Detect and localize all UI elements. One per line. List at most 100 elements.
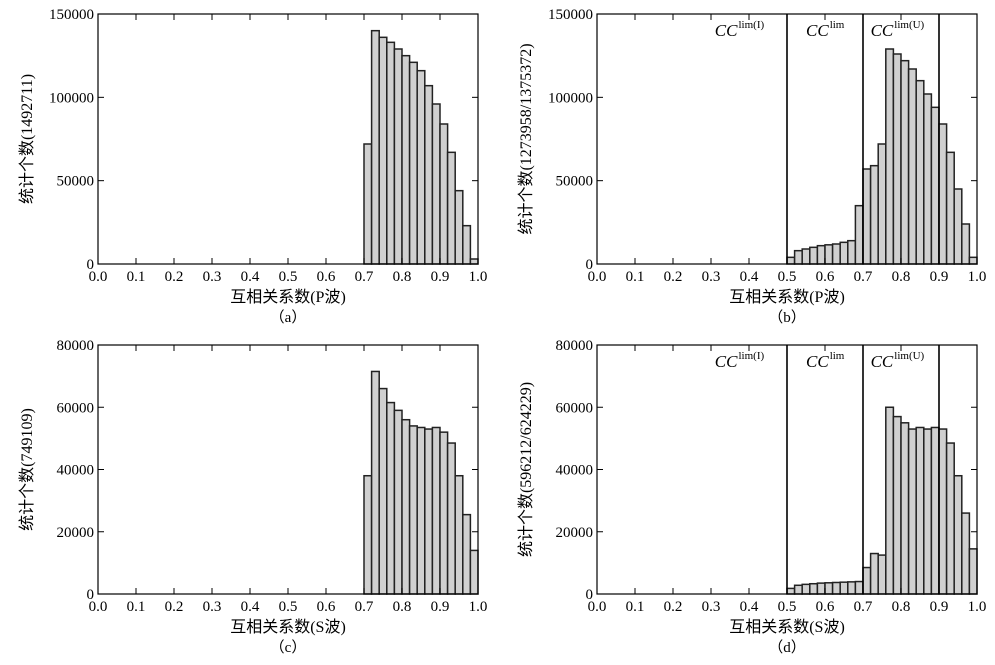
x-tick-label: 0.9 [431, 599, 450, 615]
x-axis-label: 互相关系数(S波) [729, 618, 845, 636]
histogram-bar [915, 426, 925, 595]
histogram-bar [885, 406, 895, 595]
histogram-bar [831, 243, 841, 265]
histogram-bar [831, 581, 841, 595]
histogram-bar [469, 258, 479, 265]
histogram-bar [454, 189, 464, 265]
x-axis-label: 互相关系数(P波) [230, 288, 346, 306]
chart-panel-b: 0.0 0.1 0.2 0.3 0.4 0.5 0.6 0.7 0.8 0.9 1.0 0 50000 1… [517, 7, 986, 326]
x-tick-label: 0.4 [241, 599, 260, 615]
histogram-bar [862, 168, 872, 265]
y-axis-label: 统计个数(1273958/1375372) [517, 43, 535, 234]
annotation-superscript: lim(U) [894, 19, 924, 31]
histogram-bar [363, 474, 373, 595]
threshold-annotation: CClim(U) [871, 19, 925, 40]
annotation-superscript: lim(U) [894, 350, 924, 362]
chart-panel-d: 0.0 0.1 0.2 0.3 0.4 0.5 0.6 0.7 0.8 0.9 1.0 0 20000 4… [517, 338, 986, 656]
annotation-superscript: lim(I) [738, 19, 764, 31]
y-tick-label: 50000 [57, 174, 95, 190]
histogram-bar [923, 93, 933, 265]
histogram-bar [363, 143, 373, 265]
histogram-bar [801, 248, 811, 265]
histogram-bar [386, 401, 396, 595]
x-tick-label: 0.8 [393, 599, 412, 615]
histogram-bar [386, 41, 396, 265]
x-tick-label: 0.0 [89, 269, 108, 285]
y-tick-label: 80000 [57, 338, 95, 354]
histogram-bar [793, 249, 803, 265]
chart-panel-a: 0.0 0.1 0.2 0.3 0.4 0.5 0.6 0.7 0.8 0.9 1.0 0 50000 1… [18, 7, 487, 326]
x-tick-label: 0.9 [930, 269, 949, 285]
histogram-bar [370, 370, 380, 595]
y-tick-label: 100000 [548, 90, 593, 106]
y-tick-label: 40000 [556, 463, 594, 479]
histogram-bar [416, 69, 426, 265]
histogram-bar [424, 428, 434, 595]
histogram-bar [786, 256, 796, 265]
annotation-base: CC [871, 21, 894, 40]
x-tick-label: 0.5 [279, 599, 298, 615]
y-tick-label: 150000 [49, 7, 94, 23]
x-axis-label: 互相关系数(P波) [729, 288, 845, 306]
x-tick-label: 0.0 [89, 599, 108, 615]
histogram-bar [961, 223, 971, 265]
histogram-bar [968, 256, 978, 265]
histogram-bar [885, 48, 895, 265]
x-tick-label: 0.5 [778, 269, 797, 285]
histogram-bar [862, 566, 872, 595]
x-tick-label: 1.0 [469, 599, 488, 615]
x-tick-label: 0.4 [241, 269, 260, 285]
y-tick-label: 60000 [57, 400, 95, 416]
histogram-bar [401, 54, 411, 265]
y-tick-label: 20000 [57, 525, 95, 541]
y-tick-label: 0 [586, 587, 594, 603]
histogram-bar [401, 418, 411, 595]
histogram-bar [907, 68, 917, 265]
histogram-bar [892, 415, 902, 595]
histogram-bar [809, 582, 819, 595]
threshold-annotation: CClim [806, 350, 845, 371]
histogram-bar [408, 61, 418, 265]
x-tick-label: 1.0 [968, 269, 987, 285]
histogram-bar [839, 581, 849, 595]
histogram-bar [930, 106, 940, 265]
threshold-annotation: CClim(I) [715, 19, 765, 40]
x-tick-label: 0.9 [930, 599, 949, 615]
histogram-bar [945, 151, 955, 265]
threshold-annotation: CClim [806, 19, 845, 40]
x-tick-label: 0.2 [165, 269, 184, 285]
histogram-bar [869, 164, 879, 265]
x-tick-label: 0.5 [279, 269, 298, 285]
histogram-bar [915, 79, 925, 265]
x-tick-label: 0.2 [664, 269, 683, 285]
y-tick-label: 20000 [556, 525, 594, 541]
histogram-bar [907, 428, 917, 595]
histogram-bar [793, 584, 803, 595]
x-tick-label: 0.5 [778, 599, 797, 615]
histogram-bar [439, 431, 449, 595]
x-tick-label: 1.0 [469, 269, 488, 285]
histogram-bar [393, 409, 403, 595]
x-tick-label: 0.4 [740, 599, 759, 615]
panel-caption: （c） [270, 639, 307, 656]
histogram-bar [424, 84, 434, 265]
histogram-bar [378, 387, 388, 595]
histogram-bar [809, 246, 819, 265]
histogram-bar [416, 426, 426, 595]
y-tick-label: 0 [586, 257, 594, 273]
x-tick-label: 1.0 [968, 599, 987, 615]
histogram-bar [945, 442, 955, 595]
chart-panel-c: 0.0 0.1 0.2 0.3 0.4 0.5 0.6 0.7 0.8 0.9 1.0 0 20000 4… [18, 338, 487, 656]
x-tick-label: 0.7 [854, 599, 873, 615]
histogram-bar [462, 224, 472, 265]
histogram-bar [393, 48, 403, 265]
x-tick-label: 0.4 [740, 269, 759, 285]
y-tick-label: 40000 [57, 463, 95, 479]
histogram-bar [877, 554, 887, 595]
y-tick-label: 80000 [556, 338, 594, 354]
histogram-bar [869, 552, 879, 595]
y-axis-label: 统计个数(749109) [18, 408, 36, 531]
annotation-base: CC [715, 21, 738, 40]
threshold-annotation: CClim(I) [715, 350, 765, 371]
